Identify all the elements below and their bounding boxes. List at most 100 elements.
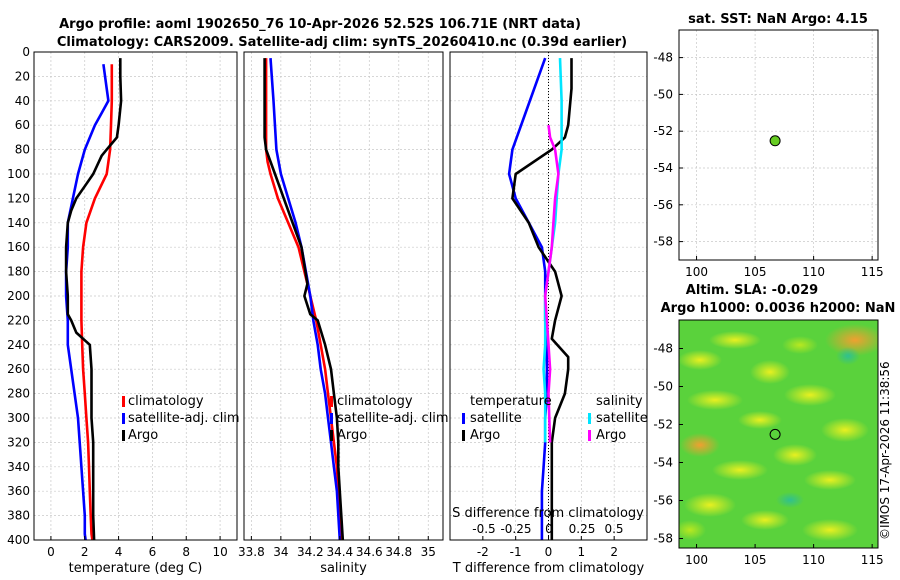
legend-label-climatology: climatology <box>337 394 413 409</box>
y-tick-label: -50 <box>653 87 673 101</box>
sla-field <box>679 320 878 548</box>
x-tick-label: 34.4 <box>326 545 353 559</box>
x-tick-label: 35 <box>421 545 436 559</box>
y-tick-label: 200 <box>7 289 30 303</box>
s-tick-0: 0 <box>545 522 553 536</box>
x-tick-label: 0 <box>47 545 55 559</box>
legend-label-sal-argo: Argo <box>596 428 626 443</box>
legend-marker-satellite <box>330 413 333 424</box>
y-tick-label: -54 <box>653 456 673 470</box>
y-tick-label: 0 <box>22 45 30 59</box>
salinity-panel: 33.8 34 34.2 34.4 34.6 34.8 35 salinity <box>238 51 444 576</box>
x-tick-label: -1 <box>510 545 522 559</box>
x-tick-label: 6 <box>149 545 157 559</box>
x-tick-label: 115 <box>861 265 884 279</box>
legend-marker-sal-satellite <box>588 413 591 424</box>
y-tick-label: 220 <box>7 313 30 327</box>
legend-marker-temp-satellite <box>462 413 465 424</box>
legend-label-argo: Argo <box>128 428 158 443</box>
s-tick-0.5: 0.5 <box>604 522 623 536</box>
y-tick-label: 140 <box>7 216 30 230</box>
y-tick-label: -54 <box>653 161 673 175</box>
x-tick-label: 2 <box>610 545 618 559</box>
y-tick-label: 300 <box>7 411 30 425</box>
x-axis-label: T difference from climatology <box>452 561 645 576</box>
series-line-salinity-argo <box>543 125 560 443</box>
y-tick-label: 160 <box>7 240 30 254</box>
legend-label-argo: Argo <box>337 428 367 443</box>
y-tick-label: -50 <box>653 380 673 394</box>
salinity-legend: climatology satellite-adj. clim Argo <box>330 394 449 443</box>
y-tick-label: -56 <box>653 198 673 212</box>
series-group <box>263 58 345 540</box>
x-tick-labels: -2 -1 0 1 2 <box>477 536 618 559</box>
temperature-panel: 0 2 4 6 8 10020406080100120140160180200220240… <box>7 45 238 576</box>
legend-label-climatology: climatology <box>128 394 204 409</box>
y-tick-label: 280 <box>7 387 30 401</box>
s-tick-neg-0.5: -0.5 <box>472 522 495 536</box>
legend-marker-argo <box>122 430 125 441</box>
x-tick-label: 0 <box>545 545 553 559</box>
sst-map: 100 105 110 115 -48 -50 -52 -54 -56 -58 <box>653 29 884 279</box>
x-tick-label: 2 <box>81 545 89 559</box>
legend-label-temp-satellite: satellite <box>470 411 522 426</box>
y-tick-labels: -48 -50 -52 -54 -56 -58 <box>653 51 683 249</box>
x-axis-label: salinity <box>320 561 367 576</box>
sla-map: 100 105 110 115 -48 -50 -52 -54 -56 -58 <box>653 319 884 567</box>
series-line-climatology <box>80 64 114 540</box>
legend-marker-argo <box>330 430 333 441</box>
s-tick-neg-0.25: -0.25 <box>500 522 531 536</box>
x-tick-labels: 33.8 34 34.2 34.4 34.6 34.8 35 <box>238 536 436 559</box>
axes-frame <box>243 51 444 541</box>
y-tick-label: 80 <box>15 143 30 157</box>
y-tick-label: 380 <box>7 509 30 523</box>
series-line-satellite-adj-clim <box>64 64 110 540</box>
x-tick-label: 1 <box>578 545 586 559</box>
x-tick-label: 34.6 <box>356 545 383 559</box>
y-tick-label: -56 <box>653 494 673 508</box>
y-tick-label: 100 <box>7 167 30 181</box>
y-tick-label: -52 <box>653 124 673 138</box>
legend-label-satellite: satellite-adj. clim <box>128 411 240 426</box>
figure-title-line1: Argo profile: aoml 1902650_76 10-Apr-202… <box>59 17 581 32</box>
legend-label-temp-argo: Argo <box>470 428 500 443</box>
s-difference-axis-label: S difference from climatology <box>452 506 644 521</box>
y-tick-label: 400 <box>7 533 30 547</box>
series-line-climatology <box>264 58 343 540</box>
difference-legend: temperature satellite Argo salinity sate… <box>462 394 648 443</box>
y-tick-label: -48 <box>653 342 673 356</box>
series-line-satellite-adj-clim <box>269 58 342 540</box>
axes-frame <box>678 319 879 549</box>
x-tick-label: 33.8 <box>238 545 265 559</box>
series-group <box>507 57 573 540</box>
y-tick-label: 240 <box>7 338 30 352</box>
sla-map-title2: Argo h1000: 0.0036 h2000: NaN <box>661 301 896 316</box>
temperature-legend: climatology satellite-adj. clim Argo <box>122 394 240 443</box>
x-tick-label: 110 <box>802 553 825 567</box>
s-tick-0.25: 0.25 <box>569 522 596 536</box>
gridlines <box>34 51 237 541</box>
y-tick-label: 260 <box>7 362 30 376</box>
s-difference-ticks: -0.5 -0.25 0 0.25 0.5 <box>472 522 623 536</box>
sla-map-title1: Altim. SLA: -0.029 <box>686 283 818 298</box>
y-tick-label: 120 <box>7 191 30 205</box>
x-tick-labels: 0 2 4 6 8 10 <box>47 536 228 559</box>
x-tick-label: 110 <box>802 265 825 279</box>
x-tick-label: 8 <box>182 545 190 559</box>
legend-marker-climatology <box>330 396 333 407</box>
series-line-argo <box>263 58 345 540</box>
legend-marker-climatology <box>122 396 125 407</box>
y-tick-label: -58 <box>653 532 673 546</box>
axes-frame <box>678 29 879 261</box>
x-tick-label: 34.8 <box>385 545 412 559</box>
difference-panel: -2 -1 0 1 2 T difference from climatology <box>449 51 648 576</box>
y-tick-label: 360 <box>7 484 30 498</box>
y-tick-label: -48 <box>653 51 673 65</box>
legend-label-satellite: satellite-adj. clim <box>337 411 449 426</box>
x-tick-label: 105 <box>744 265 767 279</box>
y-tick-label: -58 <box>653 235 673 249</box>
legend-label-sal-satellite: satellite <box>596 411 648 426</box>
y-tick-label: 320 <box>7 435 30 449</box>
figure-title-line2: Climatology: CARS2009. Satellite-adj cli… <box>57 35 627 50</box>
